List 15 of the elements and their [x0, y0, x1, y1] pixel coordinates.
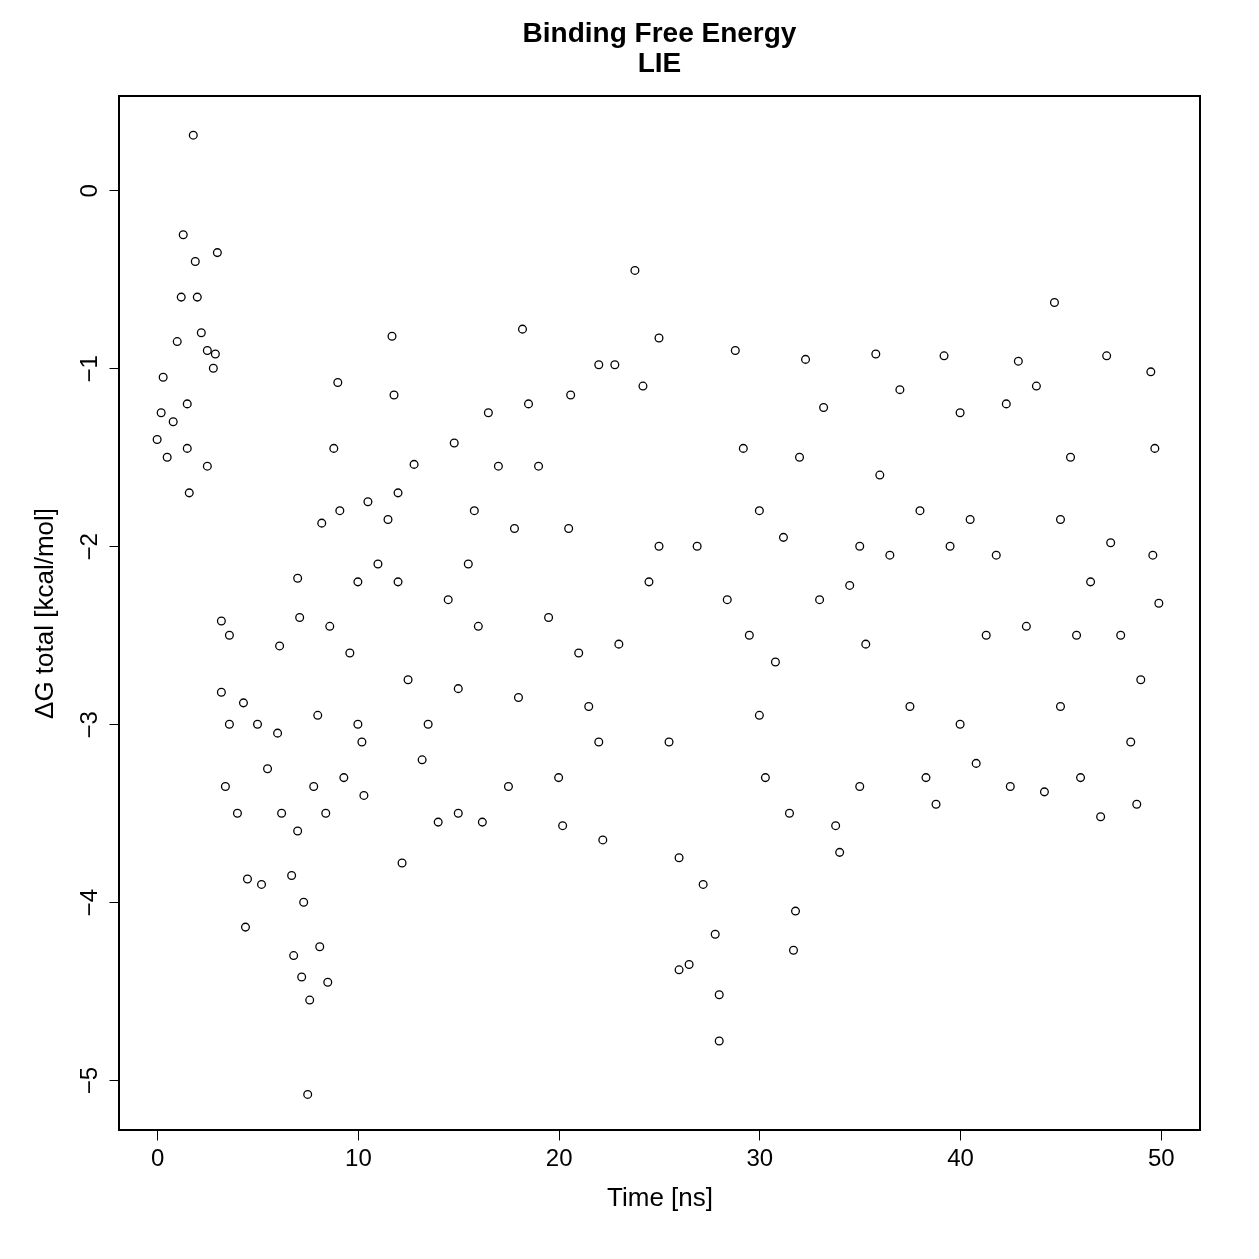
x-tick-label: 0 [150, 1143, 165, 1171]
x-tick-label: 20 [545, 1143, 573, 1171]
y-tick-label: −2 [74, 533, 102, 561]
y-axis-title: ΔG total [kcal/mol] [28, 508, 59, 719]
y-tick-label: −1 [74, 355, 102, 383]
chart-title: Binding Free Energy LIE [522, 17, 797, 78]
y-tick-label: −3 [74, 711, 102, 739]
x-tick-label: 40 [947, 1143, 974, 1171]
x-axis-title: Time [ns] [607, 1181, 713, 1212]
y-tick-label: −5 [74, 1066, 102, 1095]
x-tick-label: 50 [1148, 1143, 1175, 1171]
x-tick-label: 10 [345, 1143, 372, 1171]
x-tick-label: 30 [746, 1143, 774, 1171]
y-tick-label: 0 [74, 184, 102, 198]
y-tick-label: −4 [74, 889, 102, 917]
